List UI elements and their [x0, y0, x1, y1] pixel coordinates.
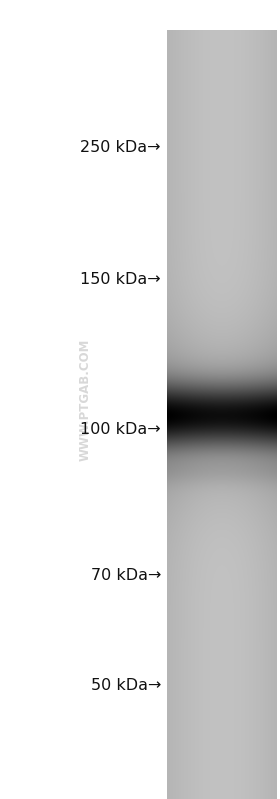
Text: 70 kDa→: 70 kDa→	[91, 567, 161, 582]
Text: 150 kDa→: 150 kDa→	[80, 272, 161, 288]
Text: 100 kDa→: 100 kDa→	[80, 423, 161, 438]
Text: 250 kDa→: 250 kDa→	[81, 141, 161, 156]
Text: WWW.PTGAB.COM: WWW.PTGAB.COM	[79, 338, 92, 461]
Text: 50 kDa→: 50 kDa→	[91, 678, 161, 693]
